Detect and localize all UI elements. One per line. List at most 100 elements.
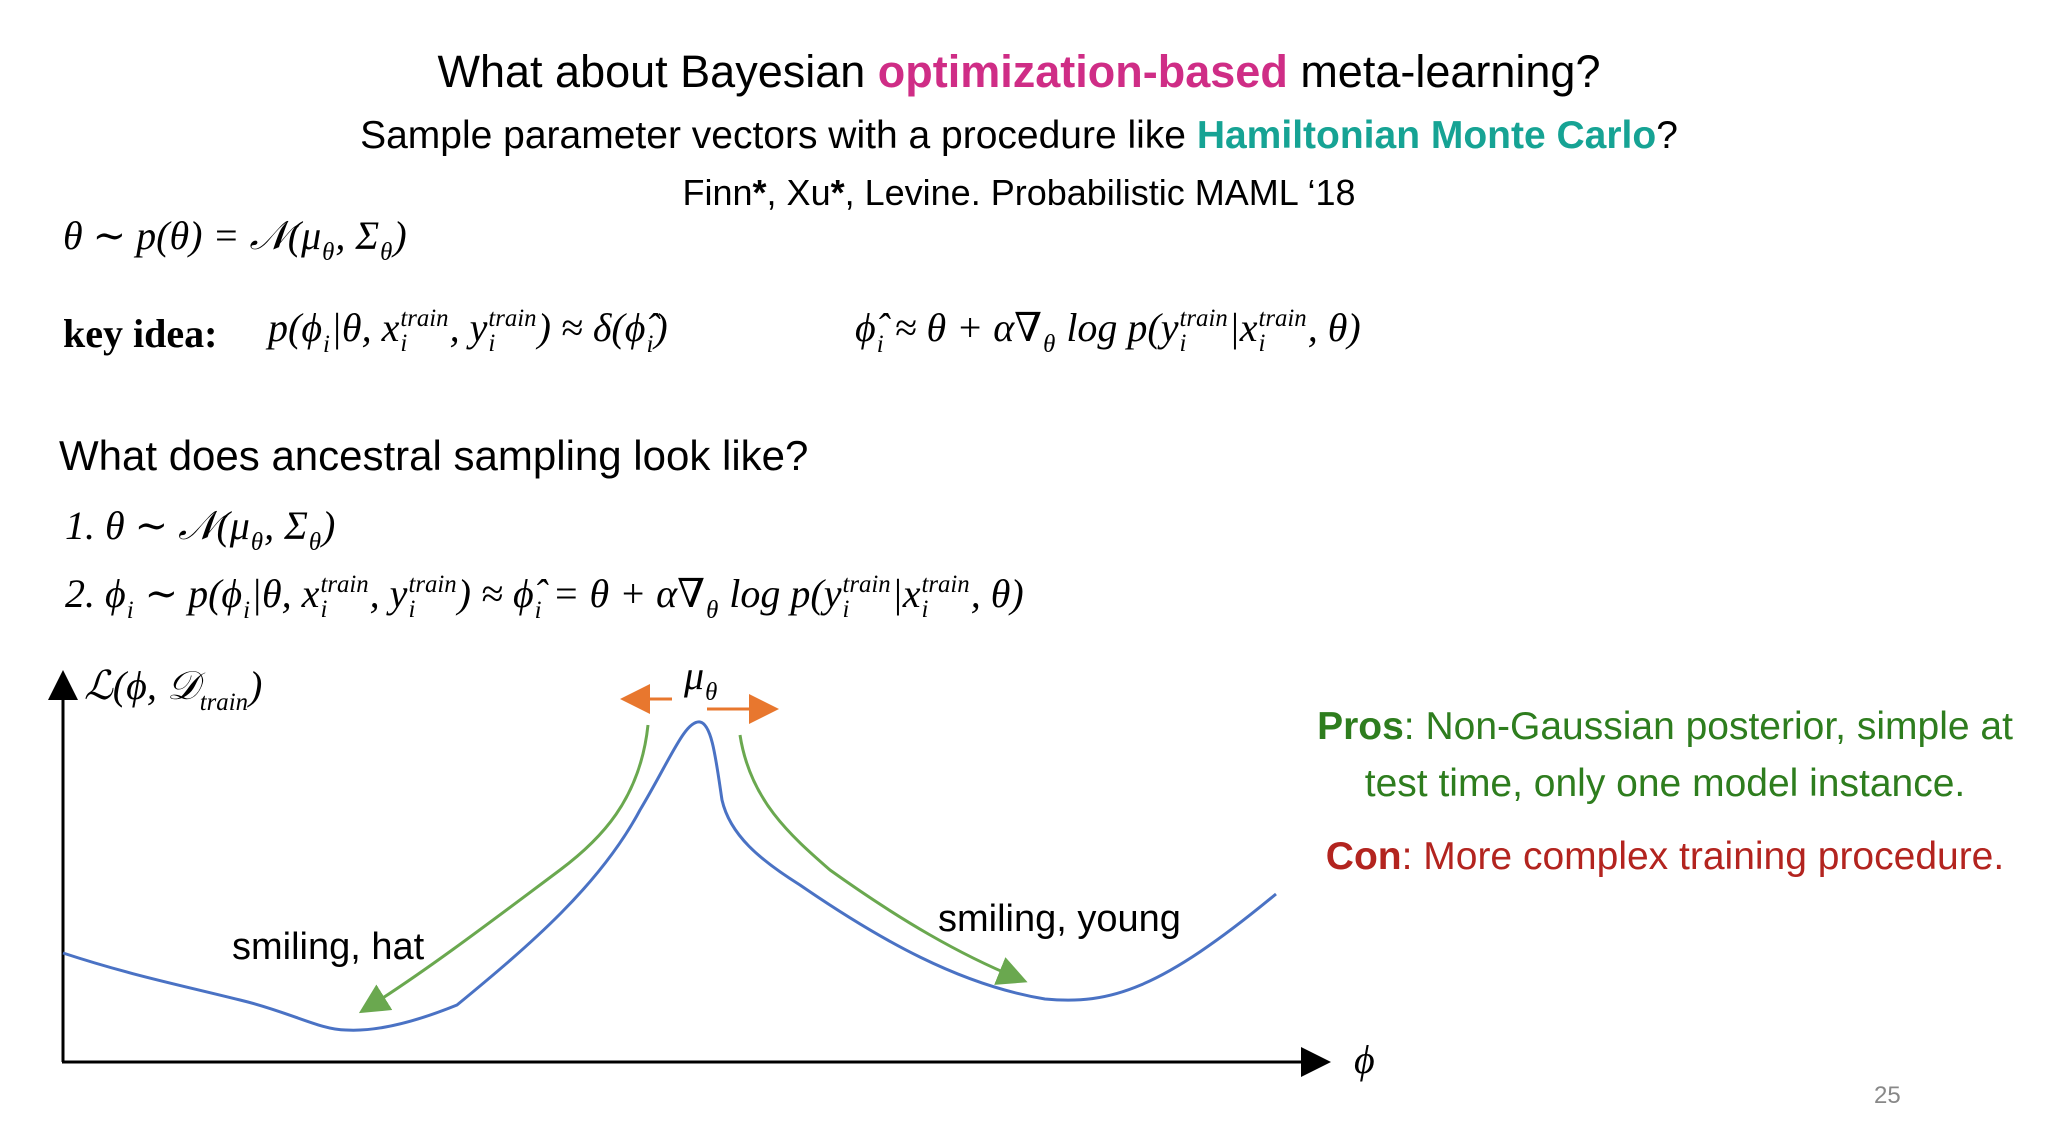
subscript: θ bbox=[706, 597, 719, 625]
superscript: train bbox=[400, 305, 449, 333]
con-label: Con bbox=[1325, 835, 1402, 878]
script: θ bbox=[1043, 331, 1056, 359]
math-text: ) bbox=[322, 503, 336, 548]
math-text: |θ, x bbox=[251, 571, 320, 616]
citation-text: , Xu bbox=[766, 172, 831, 213]
math-text: θ ∼ p(θ) = 𝒩(μ bbox=[63, 213, 322, 258]
annotation: smiling, hat bbox=[232, 926, 425, 968]
subscript: θ bbox=[380, 239, 393, 267]
annotation: smiling, young bbox=[938, 898, 1181, 940]
math-text: μ bbox=[684, 653, 705, 698]
subscript: i bbox=[534, 597, 542, 625]
con: Con: More complex training procedure. bbox=[1326, 835, 2004, 879]
pros-label: Pros bbox=[1317, 705, 1404, 748]
subscript: θ bbox=[308, 529, 322, 557]
math-text: ℒ(ϕ, 𝒟 bbox=[84, 663, 199, 708]
math-text: ϕ̂ bbox=[855, 305, 876, 350]
script: i bbox=[876, 331, 884, 359]
script: θ bbox=[380, 239, 393, 267]
math-text: |θ, x bbox=[330, 305, 400, 350]
subscript: i bbox=[921, 595, 929, 623]
math-text: ) bbox=[654, 305, 668, 350]
math-text: ≈ θ + α∇ bbox=[884, 305, 1043, 350]
subscript: i bbox=[320, 595, 328, 623]
subtitle: Sample parameter vectors with a procedur… bbox=[360, 114, 1678, 158]
title-text: meta-learning? bbox=[1287, 46, 1601, 97]
x-axis-label: ϕ bbox=[1354, 1037, 1375, 1082]
script: train i bbox=[921, 571, 970, 623]
math-text: , Σ bbox=[264, 503, 308, 548]
superscript: train bbox=[842, 571, 891, 599]
math-text: = θ + α∇ bbox=[542, 571, 706, 616]
subscript: θ bbox=[1043, 331, 1056, 359]
key-idea-formula: p(ϕ i |θ, x train i, y train i) ≈ δ(ϕ̂ i) bbox=[268, 304, 668, 358]
subscript: i bbox=[1179, 329, 1187, 357]
pros: Pros: Non-Gaussian posterior, simple at … bbox=[1300, 698, 2030, 812]
subscript: θ bbox=[705, 679, 718, 707]
superscript: train bbox=[408, 571, 457, 599]
superscript: train bbox=[488, 305, 537, 333]
script: i bbox=[646, 332, 653, 358]
math-text: log p(y bbox=[719, 571, 842, 616]
superscript: train bbox=[320, 571, 369, 599]
descent-arrow bbox=[358, 724, 650, 1014]
title-highlight: optimization-based bbox=[877, 46, 1288, 97]
key-idea-label: key idea: bbox=[63, 311, 218, 356]
math-text: , θ) bbox=[970, 571, 1024, 616]
subscript: i bbox=[488, 329, 496, 357]
math-text: , y bbox=[449, 305, 488, 350]
citation-text: , Levine. Probabilistic MAML ‘18 bbox=[844, 172, 1356, 213]
subscript: i bbox=[323, 331, 330, 359]
descent-arrow bbox=[738, 734, 1028, 985]
math-text: ) ≈ ϕ̂ bbox=[457, 571, 534, 616]
page-number: 25 bbox=[1874, 1082, 1901, 1109]
subscript: θ bbox=[322, 239, 335, 267]
script: θ bbox=[705, 679, 718, 707]
math-text: |x bbox=[891, 571, 921, 616]
math-text: log p(y bbox=[1056, 305, 1179, 350]
superscript: train bbox=[1179, 305, 1228, 333]
script: θ bbox=[308, 529, 322, 557]
subscript: i bbox=[408, 595, 416, 623]
script: train i bbox=[1179, 305, 1228, 357]
loss-curve bbox=[62, 720, 1277, 1032]
superscript: train bbox=[921, 571, 970, 599]
math-text: 2. ϕ bbox=[65, 571, 126, 616]
math-text: ∼ p(ϕ bbox=[134, 571, 243, 616]
subscript: i bbox=[400, 329, 408, 357]
math-text: ) bbox=[393, 213, 407, 258]
script: i bbox=[534, 597, 542, 625]
subscript: train bbox=[199, 689, 248, 717]
math-text: , Σ bbox=[335, 213, 380, 258]
question: What does ancestral sampling look like? bbox=[59, 432, 809, 479]
subscript: i bbox=[126, 597, 134, 625]
script: train i bbox=[842, 571, 891, 623]
subscript: θ bbox=[250, 529, 264, 557]
citation-text: Finn bbox=[682, 172, 753, 213]
math-text: , y bbox=[369, 571, 408, 616]
script: i bbox=[126, 597, 134, 625]
math-text: p(ϕ bbox=[268, 305, 323, 350]
citation-mark: * bbox=[830, 172, 845, 213]
script: train i bbox=[408, 571, 457, 623]
script: θ bbox=[322, 239, 335, 267]
superscript: train bbox=[1258, 305, 1307, 333]
math-text: , θ) bbox=[1307, 305, 1361, 350]
title-text: What about Bayesian bbox=[437, 46, 878, 97]
script: θ bbox=[706, 597, 719, 625]
script: train i bbox=[400, 305, 449, 357]
pros-text: : Non-Gaussian posterior, simple at test… bbox=[1364, 705, 2013, 805]
subtitle-highlight: Hamiltonian Monte Carlo bbox=[1196, 114, 1657, 157]
con-text: : More complex training procedure. bbox=[1401, 835, 2005, 878]
script: i bbox=[243, 598, 250, 624]
subtitle-text: ? bbox=[1656, 114, 1678, 157]
subscript: i bbox=[876, 331, 884, 359]
math-text: |x bbox=[1228, 305, 1258, 350]
math-text: ) bbox=[249, 663, 263, 708]
